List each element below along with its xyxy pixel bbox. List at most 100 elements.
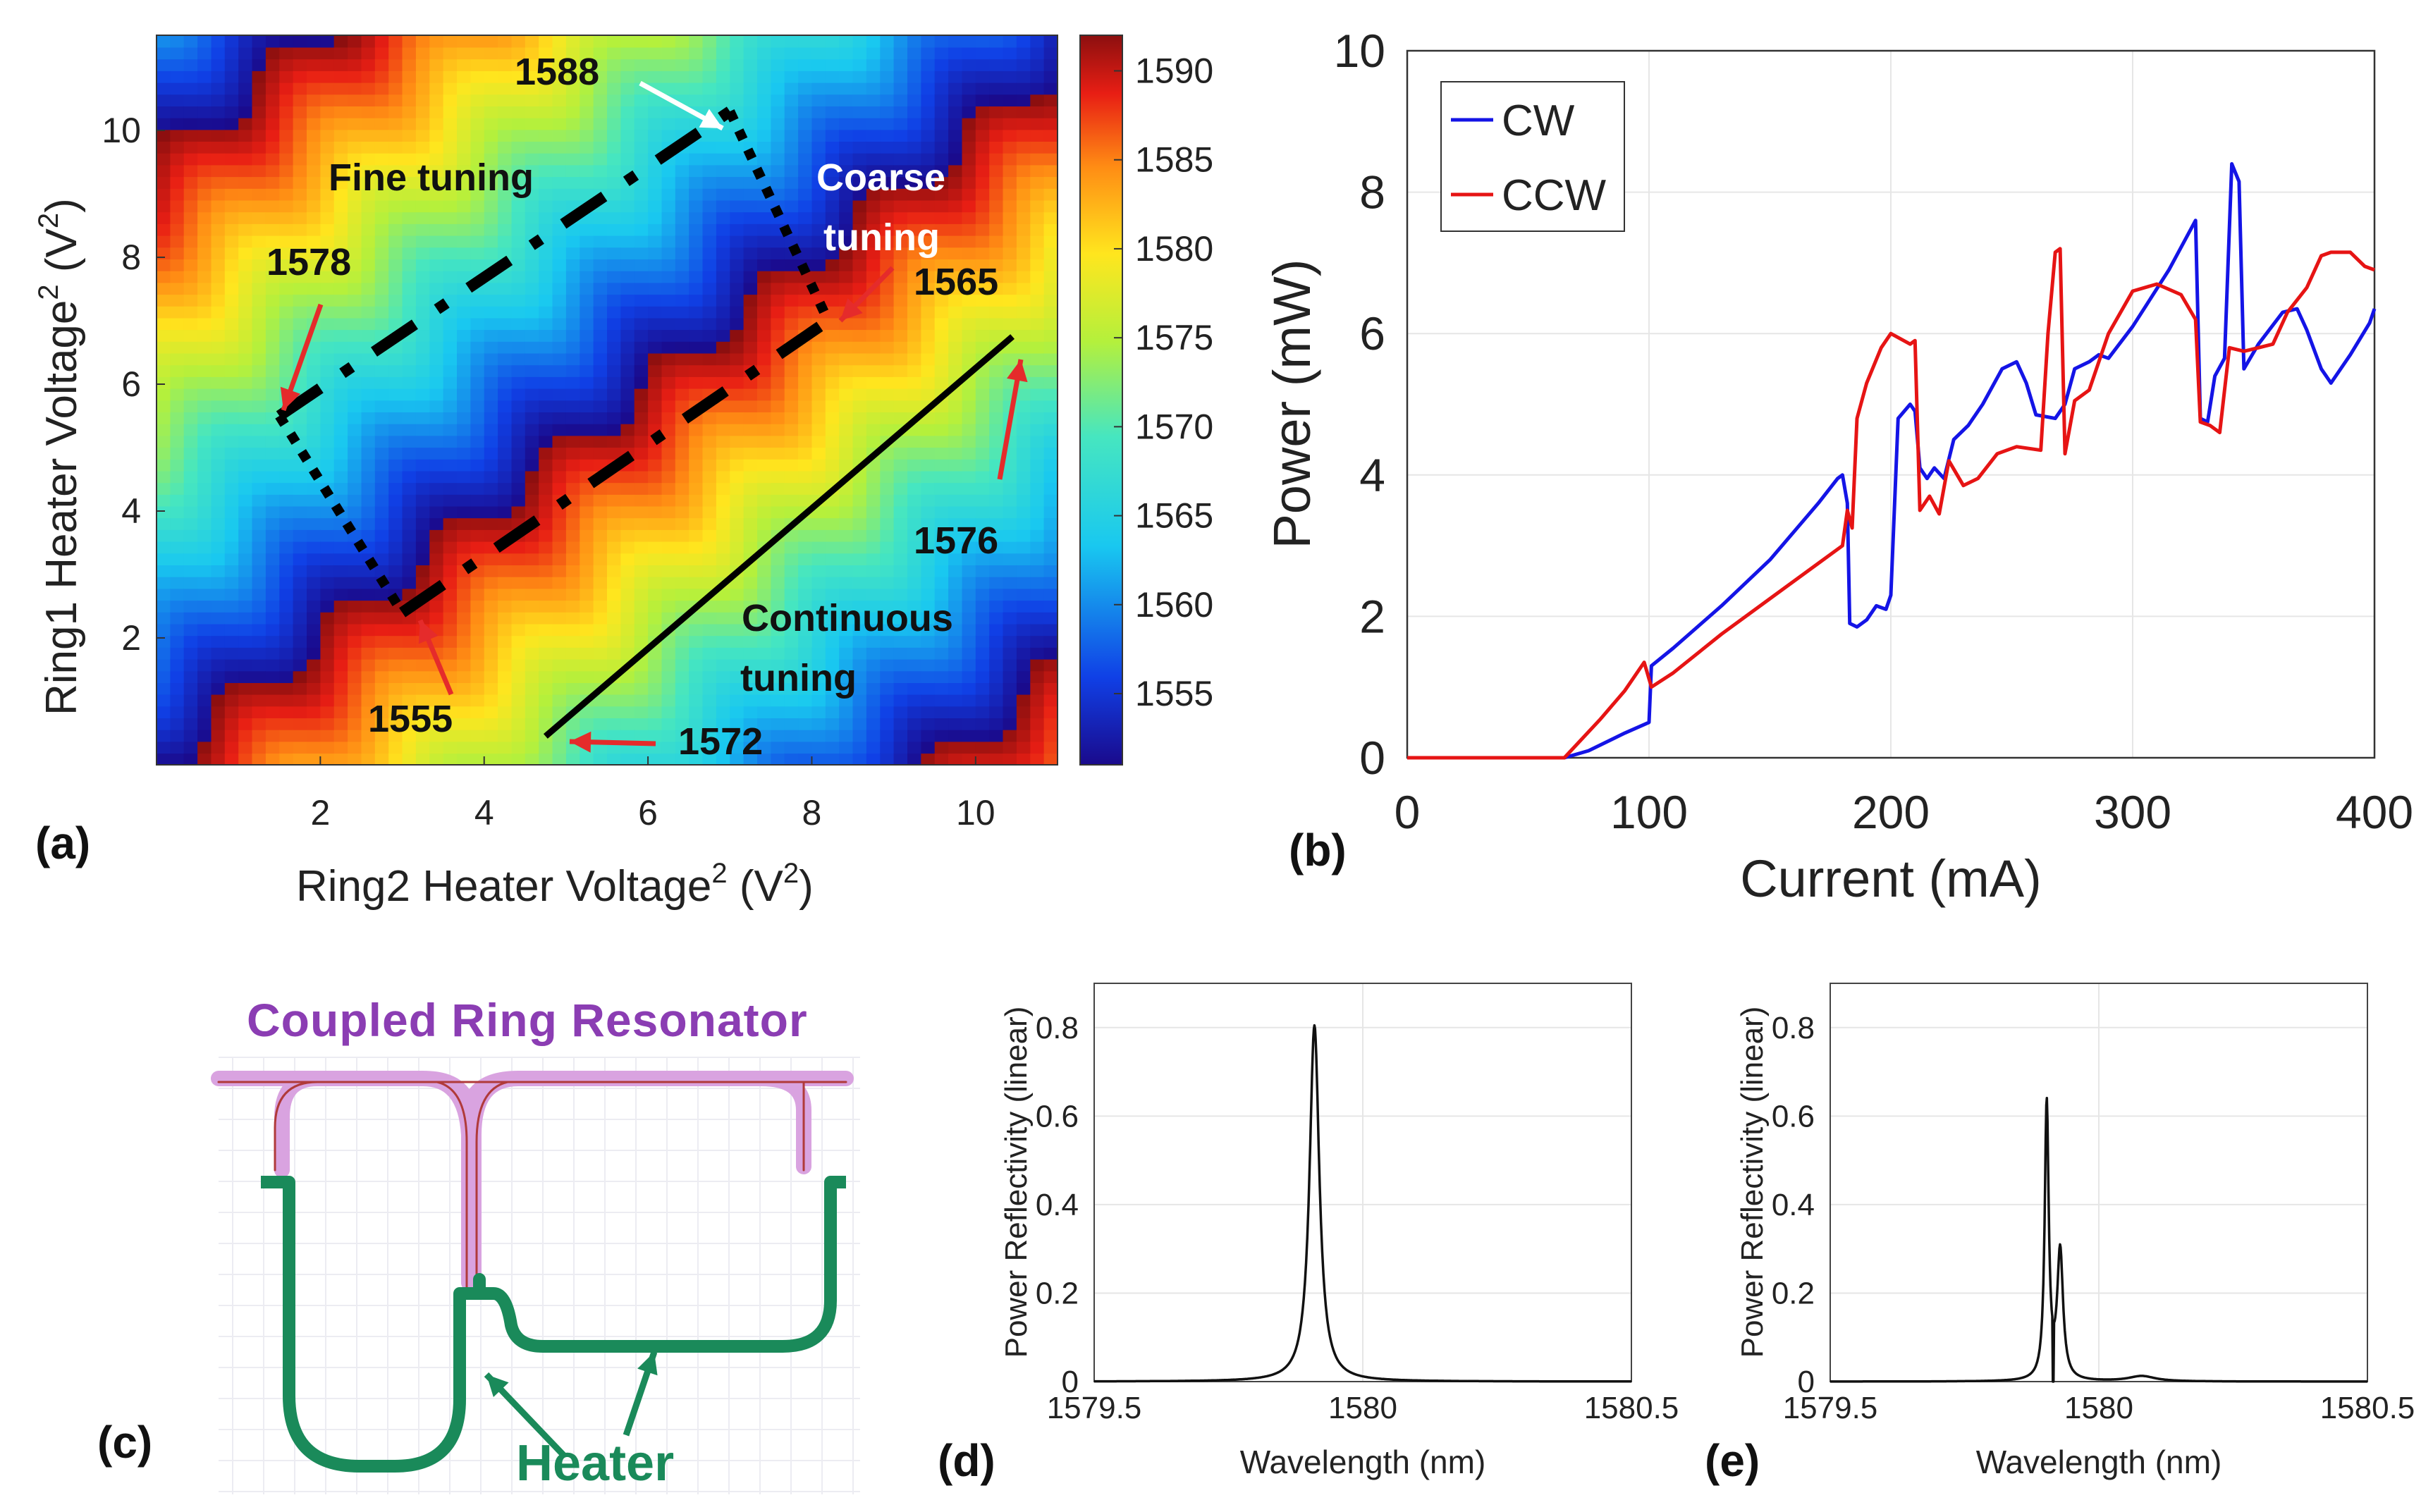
heatmap-cell xyxy=(852,270,867,283)
heatmap-cell xyxy=(866,223,881,236)
heatmap-cell xyxy=(429,388,444,401)
heatmap-cell xyxy=(211,352,226,366)
heatmap-cell xyxy=(607,235,622,248)
heatmap-cell xyxy=(252,35,266,48)
heatmap-cell xyxy=(825,223,840,236)
heatmap-cell xyxy=(429,352,444,366)
heatmap-cell xyxy=(265,470,281,484)
heatmap-cell xyxy=(743,670,758,683)
heatmap-cell xyxy=(211,529,226,542)
heatmap-cell xyxy=(348,270,362,283)
heatmap-cell xyxy=(307,400,321,412)
heatmap-cell xyxy=(333,235,348,248)
heatmap-cell xyxy=(1003,106,1017,118)
heatmap-cell xyxy=(852,223,867,236)
heatmap-cell xyxy=(893,470,908,484)
heatmap-cell xyxy=(852,376,867,389)
heatmap-cell xyxy=(811,352,826,366)
heatmap-cell xyxy=(183,35,198,48)
heatmap-cell xyxy=(470,129,485,142)
heatmap-cell xyxy=(374,82,389,95)
heatmap-cell xyxy=(852,505,867,519)
heatmap-cell xyxy=(1016,247,1031,259)
heatmap-cell xyxy=(948,435,963,448)
heatmap-cell xyxy=(730,317,744,331)
heatmap-cell xyxy=(975,588,990,601)
heatmap-cell xyxy=(388,70,403,83)
heatmap-cell xyxy=(661,482,676,495)
heatmap-cell xyxy=(730,223,744,236)
heatmap-cell xyxy=(415,694,431,707)
heatmap-cell xyxy=(170,129,185,142)
heatmap-cell xyxy=(157,459,171,472)
heatmap-cell xyxy=(921,588,936,601)
heatmap-cell xyxy=(975,294,990,307)
heatmap-cell xyxy=(934,459,949,472)
heatmap-cell xyxy=(1016,388,1031,401)
heatmap-cell xyxy=(415,341,431,354)
heatmap-cell xyxy=(620,435,635,448)
heatmap-cell xyxy=(333,729,348,742)
heatmap-cell xyxy=(880,176,895,189)
heatmap-cell xyxy=(457,459,472,472)
heatmap-cell xyxy=(265,400,281,412)
heatmap-cell xyxy=(265,647,281,660)
heatmap-cell xyxy=(866,435,881,448)
heatmap-cell xyxy=(361,576,376,589)
heatmap-cell xyxy=(921,435,936,448)
heatmap-cell xyxy=(197,400,212,412)
heatmap-cell xyxy=(388,294,403,307)
heatmap-cell xyxy=(293,35,307,48)
heatmap-cell xyxy=(661,129,676,142)
heatmap-cell xyxy=(921,235,936,248)
heatmap-cell xyxy=(784,70,799,83)
heatmap-cell xyxy=(620,235,635,248)
heatmap-cell xyxy=(757,259,772,271)
heatmap-cell xyxy=(798,635,813,648)
heatmap-cell xyxy=(989,47,1004,60)
heatmap-cell xyxy=(224,259,239,271)
heatmap-cell xyxy=(880,741,895,754)
heatmap-cell xyxy=(320,106,335,118)
heatmap-cell xyxy=(989,317,1004,331)
heatmap-cell xyxy=(183,294,198,307)
heatmap-cell xyxy=(852,152,867,166)
heatmap-cell xyxy=(866,164,881,178)
heatmap-cell xyxy=(443,600,458,613)
heatmap-cell xyxy=(620,247,635,259)
heatmap-cell xyxy=(361,741,376,754)
colorbar-tick-label: 1575 xyxy=(1135,318,1213,357)
heatmap-cell xyxy=(934,706,949,718)
heatmap-cell xyxy=(784,694,799,707)
heatmap-cell xyxy=(893,494,908,507)
heatmap-cell xyxy=(170,741,185,754)
heatmap-cell xyxy=(716,306,731,319)
heatmap-cell xyxy=(443,129,458,142)
heatmap-cell xyxy=(511,435,526,448)
heatmap-cell xyxy=(565,129,581,142)
heatmap-cell xyxy=(689,741,704,754)
heatmap-cell xyxy=(224,141,239,154)
heatmap-cell xyxy=(224,576,239,589)
heatmap-cell xyxy=(852,82,867,95)
heatmap-cell xyxy=(470,600,485,613)
heatmap-cell xyxy=(265,164,281,178)
heatmap-cell xyxy=(443,188,458,201)
heatmap-cell xyxy=(552,670,567,683)
heatmap-cell xyxy=(811,565,826,577)
heatmap-cell xyxy=(893,376,908,389)
heatmap-cell xyxy=(661,612,676,625)
heatmap-cell xyxy=(648,388,663,401)
heatmap-cell xyxy=(197,294,212,307)
heatmap-cell xyxy=(634,612,649,625)
heatmap-cell xyxy=(839,388,854,401)
heatmap-cell xyxy=(388,423,403,436)
heatmap-cell xyxy=(1016,235,1031,248)
heatmap-cell xyxy=(224,294,239,307)
heatmap-cell xyxy=(443,541,458,554)
heatmap-cell xyxy=(265,494,281,507)
heatmap-cell xyxy=(866,682,881,695)
heatmap-cell xyxy=(1043,682,1058,695)
heatmap-cell xyxy=(689,435,704,448)
heatmap-cell xyxy=(593,211,608,224)
